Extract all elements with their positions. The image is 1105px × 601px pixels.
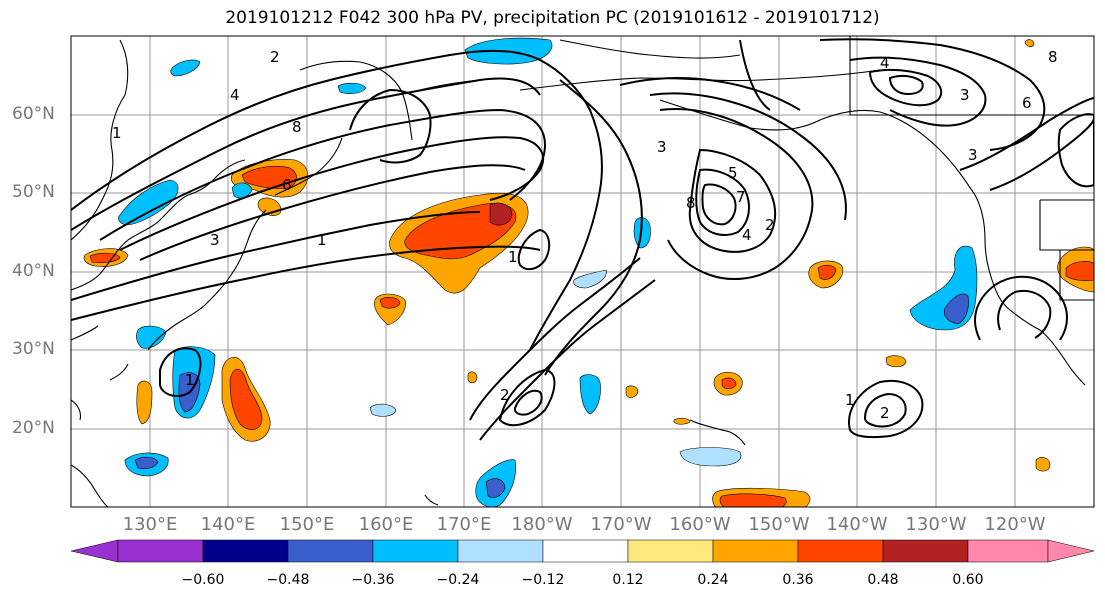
lon-label: 170°E (436, 514, 492, 535)
lat-label: 40°N (12, 261, 55, 281)
lon-label: 120°W (984, 514, 1046, 535)
contour-label: 3 (968, 146, 978, 164)
contour-label: 4 (230, 86, 240, 104)
contour-label: 1 (112, 124, 122, 142)
colorbar-tick-label: −0.48 (266, 572, 310, 588)
colorbar-tick-label: −0.12 (521, 572, 565, 588)
contour-label: 4 (742, 226, 752, 244)
contour-label: 1 (317, 231, 327, 249)
contour-label: 7 (736, 188, 746, 206)
colorbar-tick-label: 0.60 (952, 572, 984, 588)
precip-negative-regions (118, 37, 978, 507)
colorbar-extend-high (1047, 539, 1095, 563)
lat-label: 30°N (12, 339, 55, 359)
lon-label: 160°E (358, 514, 414, 535)
colorbar (70, 539, 1095, 563)
coastlines (71, 36, 1094, 507)
lon-label: 130°E (122, 514, 178, 535)
contour-label: 8 (292, 118, 302, 136)
contour-label: 1 (508, 248, 518, 266)
contour-label: 8 (686, 194, 696, 212)
colorbar-tick-label: 0.36 (782, 572, 814, 588)
lon-label: 140°W (826, 514, 888, 535)
map-title: 2019101212 F042 300 hPa PV, precipitatio… (225, 8, 880, 28)
lat-label: 20°N (12, 418, 55, 438)
lon-label: 180°W (511, 514, 573, 535)
lat-label: 50°N (12, 182, 55, 202)
contour-label: 2 (270, 48, 280, 66)
colorbar-tick-label: 0.48 (867, 572, 899, 588)
lon-label: 150°E (279, 514, 335, 535)
lon-label: 140°E (200, 514, 256, 535)
contour-label: 3 (210, 231, 220, 249)
contour-label: 2 (880, 404, 890, 422)
contour-label: 8 (1048, 48, 1058, 66)
contour-label: 1 (845, 391, 855, 409)
contour-label: 6 (1022, 94, 1032, 112)
lon-label: 170°W (590, 514, 652, 535)
contour-label: 5 (728, 164, 738, 182)
contour-label: 6 (282, 176, 292, 194)
contour-label: 4 (880, 54, 890, 72)
map-border (70, 35, 1095, 508)
colorbar-tick-label: −0.24 (436, 572, 480, 588)
lon-label: 160°W (669, 514, 731, 535)
lon-label: 130°W (905, 514, 967, 535)
pv-contours (71, 38, 1094, 441)
contour-labels: 1 2 4 8 6 3 1 1 3 8 4 2 7 5 4 3 6 8 3 1 … (112, 48, 1058, 422)
lon-label: 150°W (748, 514, 810, 535)
colorbar-tick-label: 0.24 (697, 572, 729, 588)
colorbar-tick-label: −0.36 (351, 572, 395, 588)
contour-label: 3 (960, 86, 970, 104)
contour-label: 1 (185, 371, 195, 389)
contour-label: 2 (765, 216, 775, 234)
lat-label: 60°N (12, 104, 55, 124)
colorbar-extend-low (70, 539, 119, 563)
colorbar-tick-label: 0.12 (612, 572, 644, 588)
colorbar-tick-label: −0.60 (181, 572, 225, 588)
contour-label: 2 (500, 386, 510, 404)
contour-label: 3 (657, 138, 667, 156)
